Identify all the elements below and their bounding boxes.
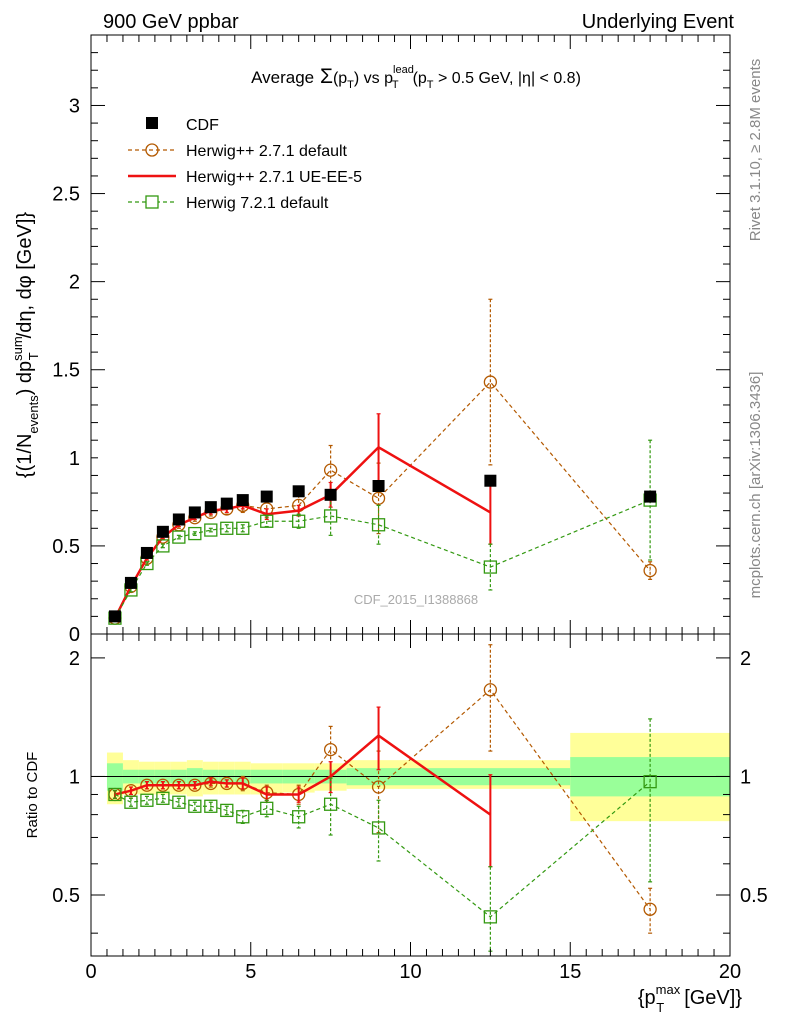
rivet-version-label: Rivet 3.1.10, ≥ 2.8M events: [747, 59, 764, 242]
legend-herwig721-label: Herwig 7.2.1 default: [186, 195, 329, 212]
ratio-herwig721-point: [188, 799, 202, 813]
ratio-band-inner: [106, 763, 123, 791]
main-herwig721-point: [156, 539, 170, 553]
cdf-data-point: [156, 525, 169, 538]
main-herwig721-point: [220, 521, 234, 535]
cdf-data-point: [172, 513, 185, 526]
cdf-data-point: [484, 474, 497, 487]
cdf-data-point: [372, 480, 385, 493]
ratio-herwig721-point: [220, 803, 234, 818]
x-tick-label: 5: [245, 961, 256, 983]
ratio-herwig721-point: [292, 810, 306, 824]
main-y-tick-label: 3: [69, 95, 80, 117]
main-herwigpp-default-point: [371, 491, 386, 505]
legend: CDF Herwig++ 2.7.1 default Herwig++ 2.7.…: [128, 117, 362, 212]
x-tick-label: 15: [559, 961, 581, 983]
ratio-herwigpp-ueee5-line: [114, 733, 492, 816]
legend-herwigpp-ueee5-label: Herwig++ 2.7.1 UE-EE-5: [186, 169, 362, 186]
main-herwig721-point: [188, 526, 202, 541]
ratio-herwig721-point: [260, 801, 274, 815]
ratio-herwigpp-default-line: [114, 688, 651, 910]
mcplots-label: mcplots.cern.ch [arXiv:1306.3436]: [747, 372, 764, 599]
cdf-data-point: [204, 501, 217, 514]
x-tick-label: 10: [399, 961, 421, 983]
ratio-herwig721-line: [114, 781, 651, 918]
plot-title: Average Σ(pT) vs plead T (pT > 0.5 GeV, |η…: [251, 64, 581, 91]
main-herwig721-point: [483, 560, 498, 574]
ratio-herwig721-point: [204, 799, 218, 813]
main-plot-series: [108, 298, 657, 625]
cdf-data-point: [108, 610, 121, 623]
analysis-watermark: CDF_2015_I1388868: [354, 592, 478, 607]
ratio-herwig721-point: [156, 791, 170, 805]
legend-herwigpp-default-marker: [145, 143, 159, 157]
main-y-axis-label: {(1/Nevents) dpsumT/dη, dφ [GeV]}: [10, 212, 41, 478]
main-y-tick-label: 1.5: [52, 360, 80, 382]
x-tick-label: 20: [719, 961, 741, 983]
main-herwig721-point: [172, 530, 186, 544]
legend-cdf-marker: [146, 117, 158, 129]
main-herwig721-point: [371, 518, 386, 532]
main-herwig721-point: [204, 523, 218, 537]
ratio-y-tick-label-left: 1: [69, 766, 80, 788]
cdf-data-point: [236, 494, 249, 507]
main-herwigpp-default-point: [323, 463, 338, 477]
header-right: Underlying Event: [582, 11, 735, 33]
main-herwigpp-default-line: [114, 381, 651, 619]
main-herwig721-point: [292, 514, 306, 528]
x-axis-label: {pmax T [GeV]}: [638, 982, 742, 1015]
legend-herwig721-marker: [145, 195, 159, 209]
ratio-herwig721-point: [483, 910, 498, 924]
ratio-y-tick-label-left: 2: [69, 648, 80, 670]
ratio-herwig721-point: [172, 795, 186, 809]
cdf-data-point: [140, 546, 153, 559]
ratio-herwigpp-default-point: [323, 742, 338, 757]
ratio-herwigpp-default-point: [483, 683, 498, 697]
header-left: 900 GeV ppbar: [103, 11, 239, 33]
legend-herwigpp-default-label: Herwig++ 2.7.1 default: [186, 143, 348, 160]
main-y-tick-label: 2.5: [52, 184, 80, 206]
ratio-y-tick-label-left: 0.5: [52, 885, 80, 907]
main-y-tick-label: 0: [69, 624, 80, 646]
ratio-y-tick-label-right: 1: [740, 766, 751, 788]
x-tick-label: 0: [85, 961, 96, 983]
legend-cdf-label: CDF: [186, 117, 219, 134]
main-herwig721-point: [260, 514, 274, 528]
main-y-tick-label: 2: [69, 272, 80, 294]
ratio-herwigpp-default-point: [643, 902, 657, 916]
main-herwig721-point: [323, 509, 338, 523]
ratio-herwig721-point: [643, 775, 657, 789]
ratio-y-tick-label-right: 0.5: [740, 885, 768, 907]
main-herwig721-point: [236, 521, 250, 535]
cdf-data-point: [188, 506, 201, 519]
ratio-herwigpp-default-point: [371, 780, 386, 794]
main-herwigpp-default-point: [643, 563, 657, 578]
axis-ticks: [90, 35, 731, 956]
main-y-tick-label: 0.5: [52, 536, 80, 558]
ratio-herwig721-point: [108, 787, 122, 802]
main-herwigpp-default-point: [483, 375, 498, 389]
cdf-data-point: [292, 485, 305, 498]
cdf-data-point: [220, 497, 233, 510]
ratio-y-axis-label: Ratio to CDF: [24, 752, 41, 839]
cdf-data-point: [644, 490, 657, 503]
axis-tick-labels: 0 5 10 15 20 0 0.5 1 1.5 2 2.5 3 0.5 0.5 1 1 2 2: [52, 95, 768, 983]
cdf-data-point: [324, 488, 337, 501]
main-y-tick-label: 1: [69, 448, 80, 470]
cdf-data-point: [124, 576, 137, 589]
ratio-herwig721-point: [371, 821, 386, 835]
ratio-y-tick-label-right: 2: [740, 648, 751, 670]
cdf-data-point: [260, 490, 273, 503]
ratio-herwig721-point: [236, 810, 250, 824]
ratio-herwig721-point: [124, 795, 138, 809]
ratio-plot-series: [108, 644, 657, 952]
ratio-herwig721-point: [323, 797, 338, 811]
ratio-herwig721-point: [140, 793, 154, 807]
